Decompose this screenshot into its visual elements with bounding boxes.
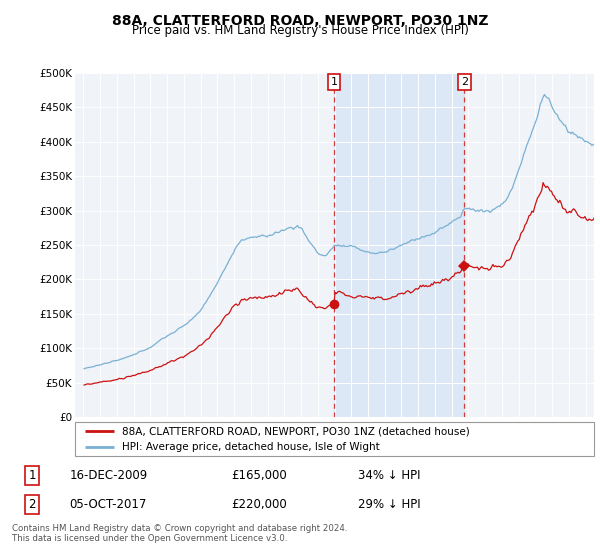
Text: 2: 2 — [461, 77, 468, 87]
Text: HPI: Average price, detached house, Isle of Wight: HPI: Average price, detached house, Isle… — [122, 442, 379, 452]
Text: 1: 1 — [28, 469, 36, 482]
Text: 16-DEC-2009: 16-DEC-2009 — [70, 469, 148, 482]
Text: 34% ↓ HPI: 34% ↓ HPI — [358, 469, 420, 482]
Text: 1: 1 — [331, 77, 337, 87]
Text: Contains HM Land Registry data © Crown copyright and database right 2024.
This d: Contains HM Land Registry data © Crown c… — [12, 524, 347, 543]
Text: 88A, CLATTERFORD ROAD, NEWPORT, PO30 1NZ: 88A, CLATTERFORD ROAD, NEWPORT, PO30 1NZ — [112, 14, 488, 28]
Text: 05-OCT-2017: 05-OCT-2017 — [70, 498, 147, 511]
Text: 88A, CLATTERFORD ROAD, NEWPORT, PO30 1NZ (detached house): 88A, CLATTERFORD ROAD, NEWPORT, PO30 1NZ… — [122, 426, 469, 436]
Text: 29% ↓ HPI: 29% ↓ HPI — [358, 498, 420, 511]
Text: £165,000: £165,000 — [231, 469, 287, 482]
Bar — [334, 73, 464, 417]
Text: 2: 2 — [28, 498, 36, 511]
Text: Price paid vs. HM Land Registry's House Price Index (HPI): Price paid vs. HM Land Registry's House … — [131, 24, 469, 37]
Text: £220,000: £220,000 — [231, 498, 287, 511]
